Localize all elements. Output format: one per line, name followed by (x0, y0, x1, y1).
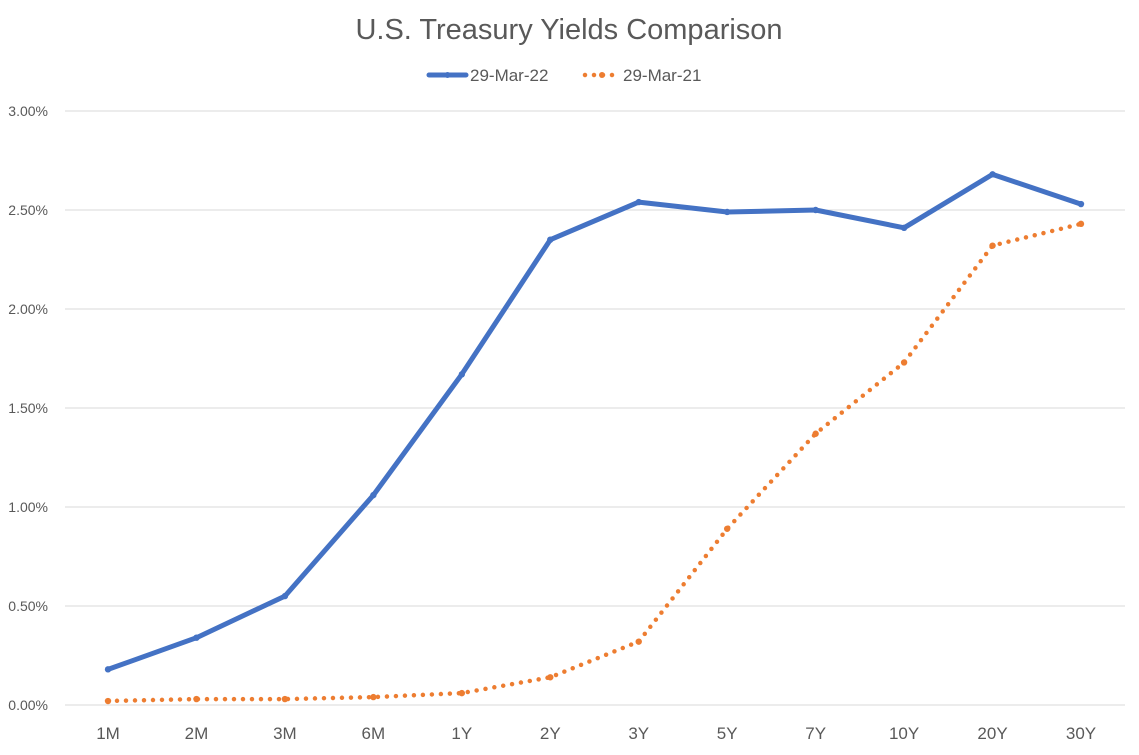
data-point (723, 208, 731, 216)
data-point (458, 689, 466, 697)
series-2 (104, 220, 1085, 705)
data-point (812, 430, 819, 437)
y-gridlines (65, 110, 1125, 607)
data-point (900, 224, 908, 232)
data-point (193, 634, 200, 641)
y-tick-label: 0.50% (8, 598, 48, 614)
x-tick-label: 1Y (451, 724, 472, 743)
y-tick-label: 2.50% (8, 202, 48, 218)
data-point (370, 491, 377, 499)
x-tick-label: 10Y (889, 724, 919, 743)
series-layer (104, 171, 1085, 705)
series-line-2 (105, 221, 1084, 704)
legend-label-series-2: 29-Mar-21 (623, 66, 701, 85)
series-1 (104, 171, 1085, 673)
x-tick-label: 2M (185, 724, 209, 743)
legend-label-series-1: 29-Mar-22 (470, 66, 548, 85)
chart-title: U.S. Treasury Yields Comparison (355, 14, 782, 46)
data-point (104, 666, 112, 673)
x-tick-label: 3Y (628, 724, 649, 743)
y-tick-label: 0.00% (8, 697, 48, 713)
data-point (723, 525, 731, 532)
y-tick-label: 1.00% (8, 499, 48, 515)
legend-item-series-1: 29-Mar-22 (426, 66, 548, 85)
x-tick-label: 20Y (977, 724, 1007, 743)
data-point (104, 697, 112, 705)
data-point (370, 693, 377, 701)
data-point (281, 695, 289, 703)
data-point (193, 695, 200, 703)
series-line-1 (105, 171, 1084, 672)
data-point (1077, 200, 1085, 208)
data-point (458, 371, 466, 378)
y-tick-label: 3.00% (8, 103, 48, 119)
legend-marker-series-1 (444, 72, 451, 78)
data-point (281, 592, 289, 600)
y-axis-ticks: 0.00% 0.50% 1.00% 1.50% 2.00% 2.50% 3.00% (8, 103, 48, 713)
data-point (547, 236, 554, 243)
x-tick-label: 6M (362, 724, 386, 743)
x-tick-label: 5Y (717, 724, 738, 743)
x-tick-label: 30Y (1066, 724, 1096, 743)
data-point (900, 359, 908, 366)
data-point (547, 674, 554, 681)
x-tick-label: 3M (273, 724, 297, 743)
data-point (1077, 220, 1085, 228)
x-axis: 1M 2M 3M 6M 1Y 2Y 3Y 5Y 7Y 10Y 20Y 30Y (65, 704, 1125, 743)
data-point (989, 242, 996, 249)
data-point (812, 206, 819, 214)
x-tick-label: 2Y (540, 724, 561, 743)
y-tick-label: 2.00% (8, 301, 48, 317)
data-point (635, 198, 642, 206)
data-point (635, 638, 642, 645)
legend: 29-Mar-22 29-Mar-21 (426, 66, 701, 85)
x-tick-label: 7Y (805, 724, 826, 743)
y-tick-label: 1.50% (8, 400, 48, 416)
data-point (989, 171, 996, 178)
x-tick-label: 1M (96, 724, 120, 743)
legend-marker-series-2 (599, 72, 605, 78)
legend-item-series-2: 29-Mar-21 (582, 66, 701, 85)
